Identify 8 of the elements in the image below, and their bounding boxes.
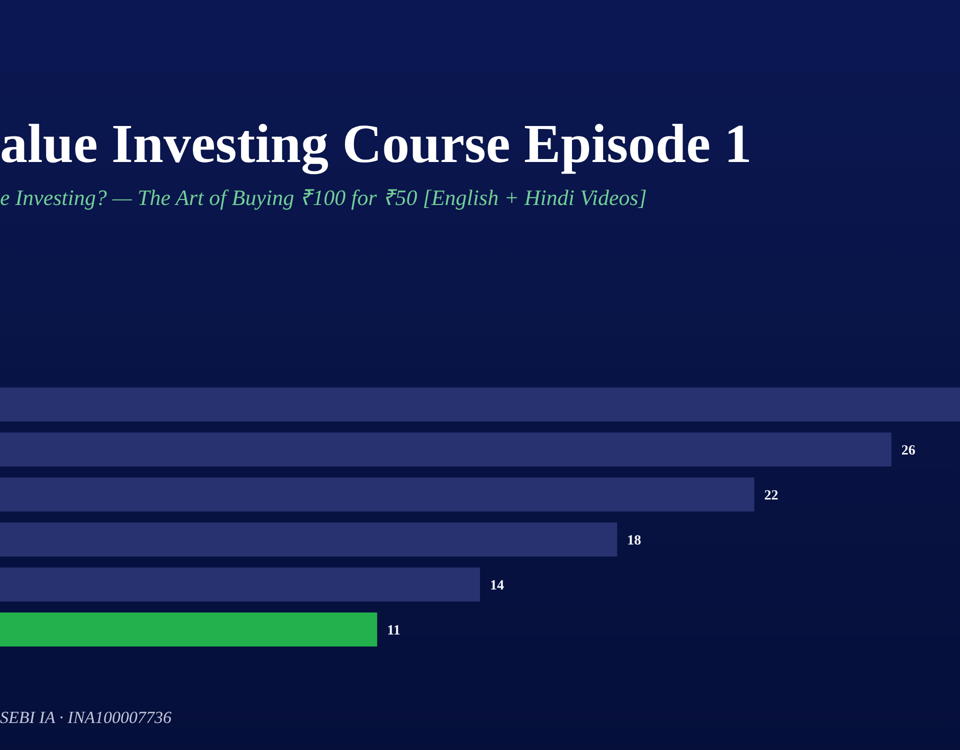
chart-title: alue Investing Course Episode 1 <box>0 113 752 175</box>
data-label: 11 <box>387 624 400 638</box>
data-label: 22 <box>764 488 778 504</box>
data-label: 14 <box>490 578 504 594</box>
data-label: 18 <box>627 534 642 548</box>
chart-subtitle: e Investing? — The Art of Buying ₹100 for ₹50 [English + Hindi Videos] <box>0 185 647 210</box>
text: SEBI IA · INA100007736 <box>0 708 172 727</box>
data-label: 26 <box>901 444 916 458</box>
